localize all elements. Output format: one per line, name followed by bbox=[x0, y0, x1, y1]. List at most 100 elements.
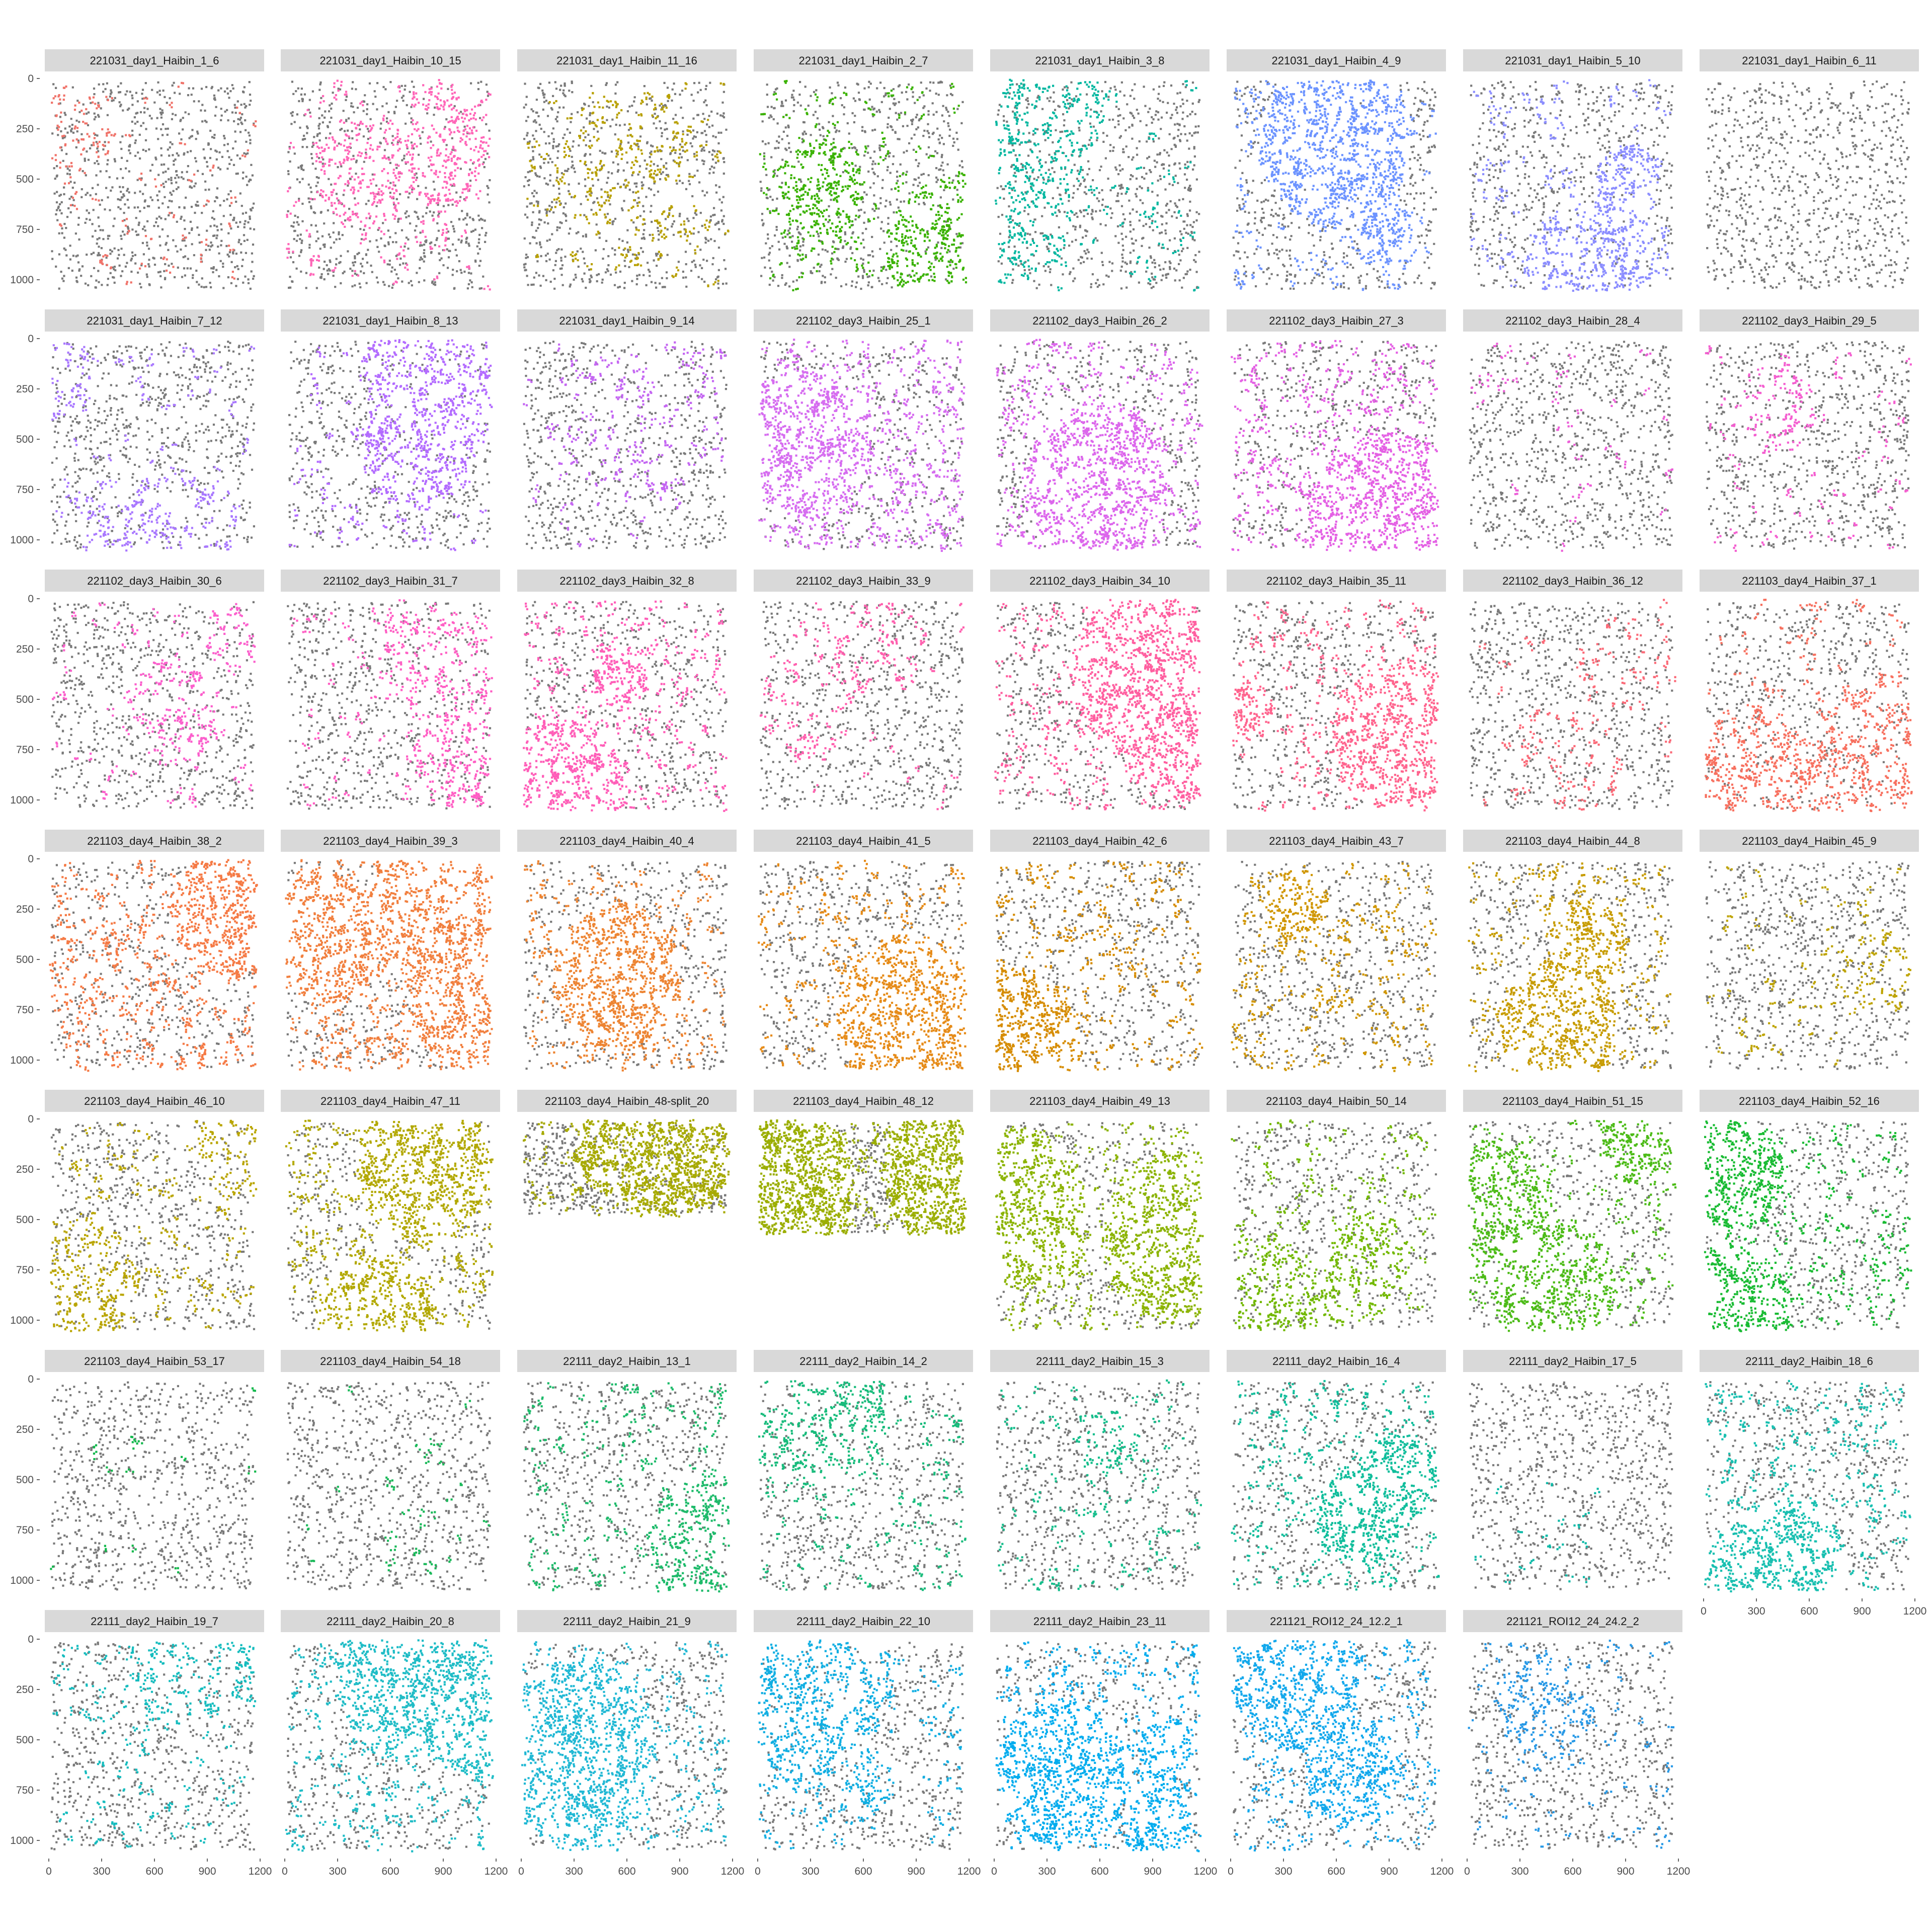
x-axis: 0 300 600 900 1200 bbox=[991, 1859, 1217, 1877]
cluster-points bbox=[759, 602, 964, 811]
facet-strip bbox=[990, 49, 1210, 71]
y-tick-label: 0 bbox=[28, 1634, 34, 1645]
cluster-points bbox=[759, 79, 968, 291]
background-points bbox=[759, 601, 964, 810]
facet-strip bbox=[1227, 1610, 1446, 1632]
y-tick-label: 250 bbox=[16, 904, 34, 915]
x-axis: 0 300 600 900 1200 bbox=[1464, 1859, 1690, 1877]
y-tick-label: 0 bbox=[28, 73, 34, 85]
facet-221031-day1-haibin-4-9: 221031_day1_Haibin_4_9 bbox=[1227, 49, 1446, 291]
facet-strip bbox=[1700, 570, 1919, 592]
y-tick-label: 0 bbox=[28, 333, 34, 345]
facet-221121-roi12-24-24-2-2: 221121_ROI12_24_24.2_2 0 300 600 900 1200 bbox=[1463, 1610, 1690, 1877]
facet-strip-label: 221102_day3_Haibin_36_12 bbox=[1502, 575, 1643, 587]
facet-221031-day1-haibin-10-15: 221031_day1_Haibin_10_15 bbox=[281, 49, 500, 291]
facet-strip bbox=[754, 49, 973, 71]
y-tick-label: 250 bbox=[16, 123, 34, 135]
x-axis: 0 300 600 900 1200 bbox=[755, 1859, 981, 1877]
facet-strip-label: 221031_day1_Haibin_5_10 bbox=[1505, 54, 1640, 67]
facet-strip-label: 221103_day4_Haibin_40_4 bbox=[559, 835, 694, 847]
cluster-points bbox=[288, 339, 493, 551]
background-points bbox=[1469, 601, 1674, 810]
x-tick-label: 900 bbox=[198, 1866, 216, 1877]
background-points bbox=[1469, 861, 1673, 1069]
facet-strip bbox=[754, 570, 973, 592]
cluster-points bbox=[758, 339, 965, 552]
facet-strip bbox=[517, 1610, 737, 1632]
facet-strip bbox=[517, 309, 737, 332]
x-tick-label: 1200 bbox=[957, 1866, 981, 1877]
cluster-points bbox=[1234, 79, 1437, 291]
background-points bbox=[1469, 1381, 1673, 1590]
facet-strip-label: 22111_day2_Haibin_19_7 bbox=[91, 1615, 218, 1628]
facet-strip-label: 221031_day1_Haibin_10_15 bbox=[319, 54, 461, 67]
facet-221102-day3-haibin-29-5: 221102_day3_Haibin_29_5 bbox=[1700, 309, 1919, 552]
facet-strip-label: 221103_day4_Haibin_43_7 bbox=[1269, 835, 1404, 847]
facet-221103-day4-haibin-48-split-20: 221103_day4_Haibin_48-split_20 bbox=[517, 1090, 737, 1218]
facet-strip bbox=[754, 1610, 973, 1632]
y-tick-label: 500 bbox=[16, 174, 34, 185]
y-tick-label: 500 bbox=[16, 1214, 34, 1226]
y-tick-label: 1000 bbox=[10, 1315, 34, 1326]
facet-strip bbox=[1700, 49, 1919, 71]
y-tick-label: 0 bbox=[28, 1113, 34, 1125]
y-axis: 0 250 500 750 1000 bbox=[10, 73, 40, 286]
cluster-points bbox=[521, 1641, 730, 1852]
x-tick-label: 0 bbox=[755, 1866, 761, 1877]
x-axis: 0 300 600 900 1200 bbox=[1701, 1598, 1926, 1617]
x-tick-label: 1200 bbox=[1194, 1866, 1218, 1877]
facet-221031-day1-haibin-1-6: 221031_day1_Haibin_1_6 0 250 500 750 1000 bbox=[10, 49, 264, 290]
facet-strip bbox=[45, 1350, 264, 1372]
cluster-points bbox=[1705, 599, 1913, 813]
facet-221102-day3-haibin-31-7: 221102_day3_Haibin_31_7 bbox=[281, 570, 500, 810]
facet-strip-label: 22111_day2_Haibin_13_1 bbox=[563, 1355, 691, 1367]
y-tick-label: 500 bbox=[16, 694, 34, 705]
y-tick-label: 500 bbox=[16, 1734, 34, 1746]
facet-221103-day4-haibin-45-9: 221103_day4_Haibin_45_9 bbox=[1700, 830, 1919, 1071]
facet-22111-day2-haibin-15-3: 22111_day2_Haibin_15_3 bbox=[990, 1350, 1210, 1591]
cluster-points bbox=[1232, 599, 1439, 812]
facet-221121-roi12-24-12-2-1: 221121_ROI12_24_12.2_1 0 300 600 900 1200 bbox=[1227, 1610, 1454, 1877]
facet-strip bbox=[517, 1350, 737, 1372]
facet-221031-day1-haibin-3-8: 221031_day1_Haibin_3_8 bbox=[990, 49, 1210, 292]
cluster-points bbox=[1231, 340, 1439, 552]
cluster-points bbox=[1468, 1119, 1677, 1332]
cluster-points bbox=[285, 1119, 494, 1332]
cluster-points bbox=[758, 1639, 963, 1849]
facet-221102-day3-haibin-33-9: 221102_day3_Haibin_33_9 bbox=[754, 570, 973, 811]
y-tick-label: 1000 bbox=[10, 274, 34, 286]
x-tick-label: 0 bbox=[46, 1866, 52, 1877]
cluster-points bbox=[996, 339, 1203, 551]
y-tick-label: 750 bbox=[16, 1264, 34, 1276]
facet-strip-label: 221031_day1_Haibin_3_8 bbox=[1035, 54, 1165, 67]
facet-strip bbox=[45, 309, 264, 332]
y-tick-label: 500 bbox=[16, 954, 34, 965]
background-points bbox=[1705, 341, 1910, 550]
x-axis: 0 300 600 900 1200 bbox=[1228, 1859, 1454, 1877]
facet-strip-label: 22111_day2_Haibin_20_8 bbox=[327, 1615, 454, 1628]
facet-221102-day3-haibin-36-12: 221102_day3_Haibin_36_12 bbox=[1463, 570, 1682, 811]
y-tick-label: 750 bbox=[16, 1524, 34, 1536]
x-axis: 0 300 600 900 1200 bbox=[282, 1859, 508, 1877]
facet-strip bbox=[1463, 1350, 1682, 1372]
facet-221103-day4-haibin-50-14: 221103_day4_Haibin_50_14 bbox=[1227, 1090, 1446, 1331]
background-points bbox=[523, 861, 728, 1070]
facet-strip-label: 221103_day4_Haibin_46_10 bbox=[84, 1095, 225, 1107]
cluster-points bbox=[51, 342, 255, 552]
facet-221103-day4-haibin-43-7: 221103_day4_Haibin_43_7 bbox=[1227, 830, 1446, 1072]
facet-strip bbox=[517, 830, 737, 852]
facet-221103-day4-haibin-40-4: 221103_day4_Haibin_40_4 bbox=[517, 830, 737, 1072]
background-points bbox=[996, 861, 1200, 1070]
facet-strip bbox=[1227, 830, 1446, 852]
facet-strip-label: 221102_day3_Haibin_27_3 bbox=[1269, 314, 1404, 327]
facet-strip bbox=[990, 830, 1210, 852]
facet-strip-label: 221031_day1_Haibin_2_7 bbox=[799, 54, 928, 67]
x-axis: 0 300 600 900 1200 bbox=[46, 1859, 272, 1877]
facet-221103-day4-haibin-42-6: 221103_day4_Haibin_42_6 bbox=[990, 830, 1210, 1072]
facet-strip-label: 221103_day4_Haibin_51_15 bbox=[1502, 1095, 1643, 1107]
background-points bbox=[1469, 80, 1674, 290]
x-tick-label: 600 bbox=[854, 1866, 872, 1877]
y-tick-label: 250 bbox=[16, 1684, 34, 1696]
facet-221103-day4-haibin-37-1: 221103_day4_Haibin_37_1 bbox=[1700, 570, 1919, 813]
